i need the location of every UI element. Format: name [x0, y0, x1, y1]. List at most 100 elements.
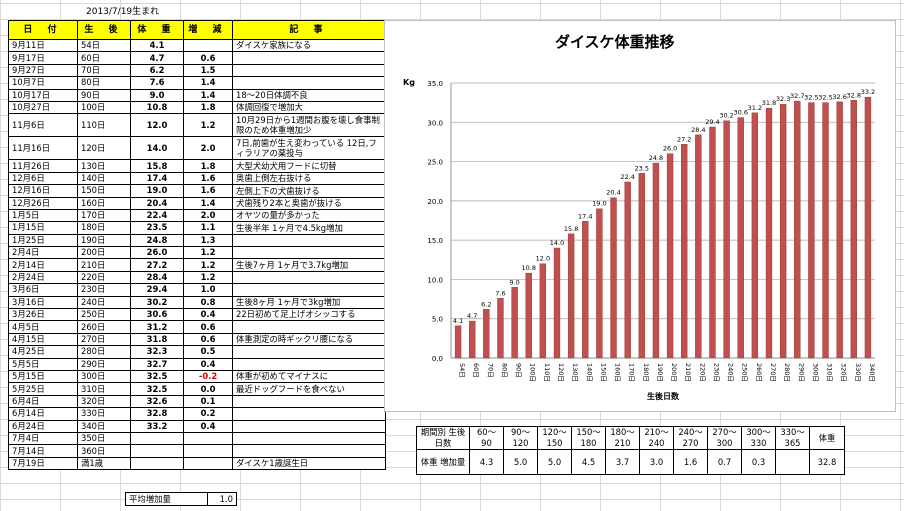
x-tick-label: 250日 — [741, 363, 749, 382]
period-range: 270～ 300 — [707, 426, 742, 450]
bar — [836, 101, 843, 359]
row-weight: 32.5 — [130, 369, 184, 384]
row-note: 10月29日から1週間お腹を壊し食事制限のため体重増加少 — [232, 113, 386, 138]
weight-log-table: 日 付 生 後 体 重 増 減 記 事 9月11日 54日 4.1 ダイスケ家族になる… — [8, 20, 386, 471]
bar — [779, 104, 787, 359]
period-range: 60～ 90 — [469, 426, 504, 450]
y-tick-label: 30.0 — [427, 119, 443, 127]
bar — [539, 263, 547, 359]
bar — [454, 325, 462, 359]
y-tick-label: 5.0 — [432, 316, 443, 324]
period-range: 240～ 270 — [673, 426, 708, 450]
row-note — [232, 283, 386, 297]
row-weight: 31.2 — [130, 320, 184, 334]
row-diff: 1.8 — [183, 159, 233, 173]
bar — [737, 117, 744, 359]
row-diff: 0.4 — [183, 357, 233, 372]
period-gain: 3.0 — [639, 449, 674, 475]
data-label: 6.2 — [481, 300, 491, 308]
row-note — [232, 76, 386, 90]
row-diff — [183, 38, 233, 53]
row-date: 6月14日 — [8, 407, 78, 421]
x-tick-label: 130日 — [571, 363, 579, 382]
row-weight: 32.6 — [130, 394, 184, 409]
x-tick-label: 160日 — [614, 363, 622, 382]
table-row: 2月14日 210日 27.2 1.2 生後7ヶ月 1ヶ月で3.7kg増加 — [8, 258, 386, 272]
data-label: 7.6 — [495, 289, 505, 297]
x-tick-label: 80日 — [500, 363, 508, 378]
row-date: 9月27日 — [8, 63, 78, 78]
row-diff: 1.2 — [183, 113, 233, 138]
row-age: 140日 — [77, 171, 131, 186]
row-age: 90日 — [77, 88, 131, 102]
bar — [822, 102, 829, 359]
row-age: 130日 — [77, 159, 131, 173]
row-date: 1月5日 — [8, 208, 78, 223]
row-date: 2月4日 — [8, 246, 78, 260]
row-date: 7月19日 — [8, 456, 78, 471]
row-note: 左側上下の犬歯抜ける — [232, 184, 386, 198]
bar — [765, 107, 773, 359]
row-date: 10月17日 — [8, 88, 78, 102]
data-label: 32.6 — [832, 93, 846, 101]
bar — [624, 181, 631, 359]
row-diff: 1.3 — [183, 233, 233, 248]
bar — [808, 102, 815, 359]
x-tick-label: 54日 — [458, 363, 466, 378]
weight-label: 体重 — [809, 426, 845, 450]
row-note: 22日初めて足上げオシッコする — [232, 308, 386, 322]
row-age: 340日 — [77, 419, 131, 433]
row-age: 320日 — [77, 394, 131, 409]
row-date: 5月15日 — [8, 369, 78, 384]
row-note — [232, 407, 386, 421]
row-date: 12月26日 — [8, 196, 78, 210]
x-tick-label: 260日 — [755, 363, 763, 382]
table-row: 5月15日 300日 32.5 -0.2 体重が初めてマイナスに — [8, 369, 386, 384]
bar — [723, 120, 730, 359]
row-weight — [130, 456, 184, 471]
row-weight: 9.0 — [130, 88, 184, 102]
row-note: 生後7ヶ月 1ヶ月で3.7kg増加 — [232, 258, 386, 272]
data-label: 24.8 — [649, 154, 663, 162]
x-tick-label: 300日 — [811, 363, 819, 382]
row-note: オヤツの量が多かった — [232, 208, 386, 223]
row-date: 4月15日 — [8, 332, 78, 347]
data-label: 9.0 — [509, 278, 519, 286]
data-label: 33.2 — [861, 88, 875, 96]
row-weight: 20.4 — [130, 196, 184, 210]
y-axis-label: Kg — [403, 78, 415, 87]
row-note: 18～20日体調不良 — [232, 88, 386, 102]
row-diff — [183, 431, 233, 446]
bar — [794, 100, 801, 359]
row-date: 12月6日 — [8, 171, 78, 186]
row-weight: 29.4 — [130, 283, 184, 297]
row-weight: 4.7 — [130, 51, 184, 65]
period-gain: 4.3 — [469, 449, 504, 475]
row-diff: 0.4 — [183, 308, 233, 322]
row-age: 100日 — [77, 100, 131, 115]
bar — [695, 134, 702, 359]
period-gain: 0.7 — [707, 449, 742, 475]
x-tick-label: 110日 — [543, 363, 551, 382]
data-label: 15.8 — [564, 225, 578, 233]
row-age: 190日 — [77, 233, 131, 248]
data-label: 4.1 — [453, 317, 463, 325]
x-tick-label: 240日 — [727, 363, 735, 382]
row-age: 70日 — [77, 63, 131, 78]
period-range: 210～ 240 — [639, 426, 674, 450]
x-tick-label: 330日 — [854, 363, 862, 382]
period-gain: 3.7 — [605, 449, 640, 475]
row-weight: 10.8 — [130, 100, 184, 115]
x-tick-label: 90日 — [515, 363, 523, 378]
bar — [638, 173, 645, 359]
row-date: 5月25日 — [8, 382, 78, 396]
table-row: 7月4日 350日 — [8, 431, 386, 446]
weight-value: 32.8 — [809, 449, 845, 475]
period-gain — [775, 449, 810, 475]
row-note — [232, 444, 386, 458]
row-age: 60日 — [77, 51, 131, 65]
header-note: 記 事 — [232, 20, 386, 40]
x-tick-label: 310日 — [826, 363, 834, 382]
data-label: 22.4 — [620, 173, 634, 181]
y-tick-label: 10.0 — [427, 276, 443, 284]
